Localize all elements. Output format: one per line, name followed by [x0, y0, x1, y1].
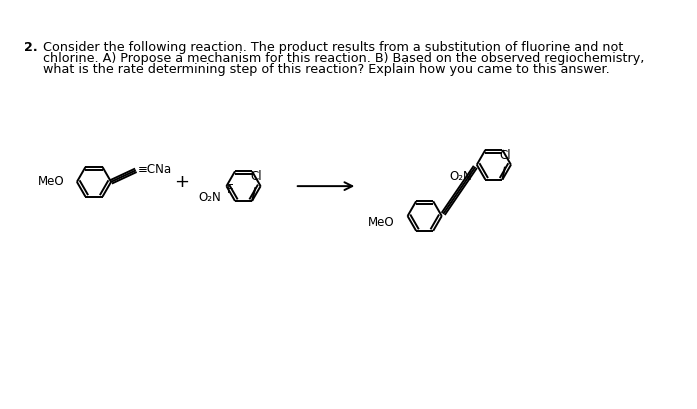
Text: MeO: MeO [38, 175, 64, 189]
Text: Consider the following reaction. The product results from a substitution of fluo: Consider the following reaction. The pro… [43, 41, 623, 54]
Text: chlorine. A) Propose a mechanism for this reaction. B) Based on the observed reg: chlorine. A) Propose a mechanism for thi… [43, 52, 644, 65]
Text: what is the rate determining step of this reaction? Explain how you came to this: what is the rate determining step of thi… [43, 63, 609, 76]
Text: ≡CNa: ≡CNa [137, 163, 171, 176]
Text: 2.: 2. [24, 41, 38, 54]
Text: F: F [227, 183, 233, 196]
Text: O₂N: O₂N [199, 191, 222, 204]
Text: Cl: Cl [250, 170, 262, 183]
Text: Cl: Cl [499, 149, 511, 162]
Text: O₂N: O₂N [449, 170, 472, 183]
Text: MeO: MeO [368, 216, 395, 229]
Text: +: + [174, 173, 190, 191]
